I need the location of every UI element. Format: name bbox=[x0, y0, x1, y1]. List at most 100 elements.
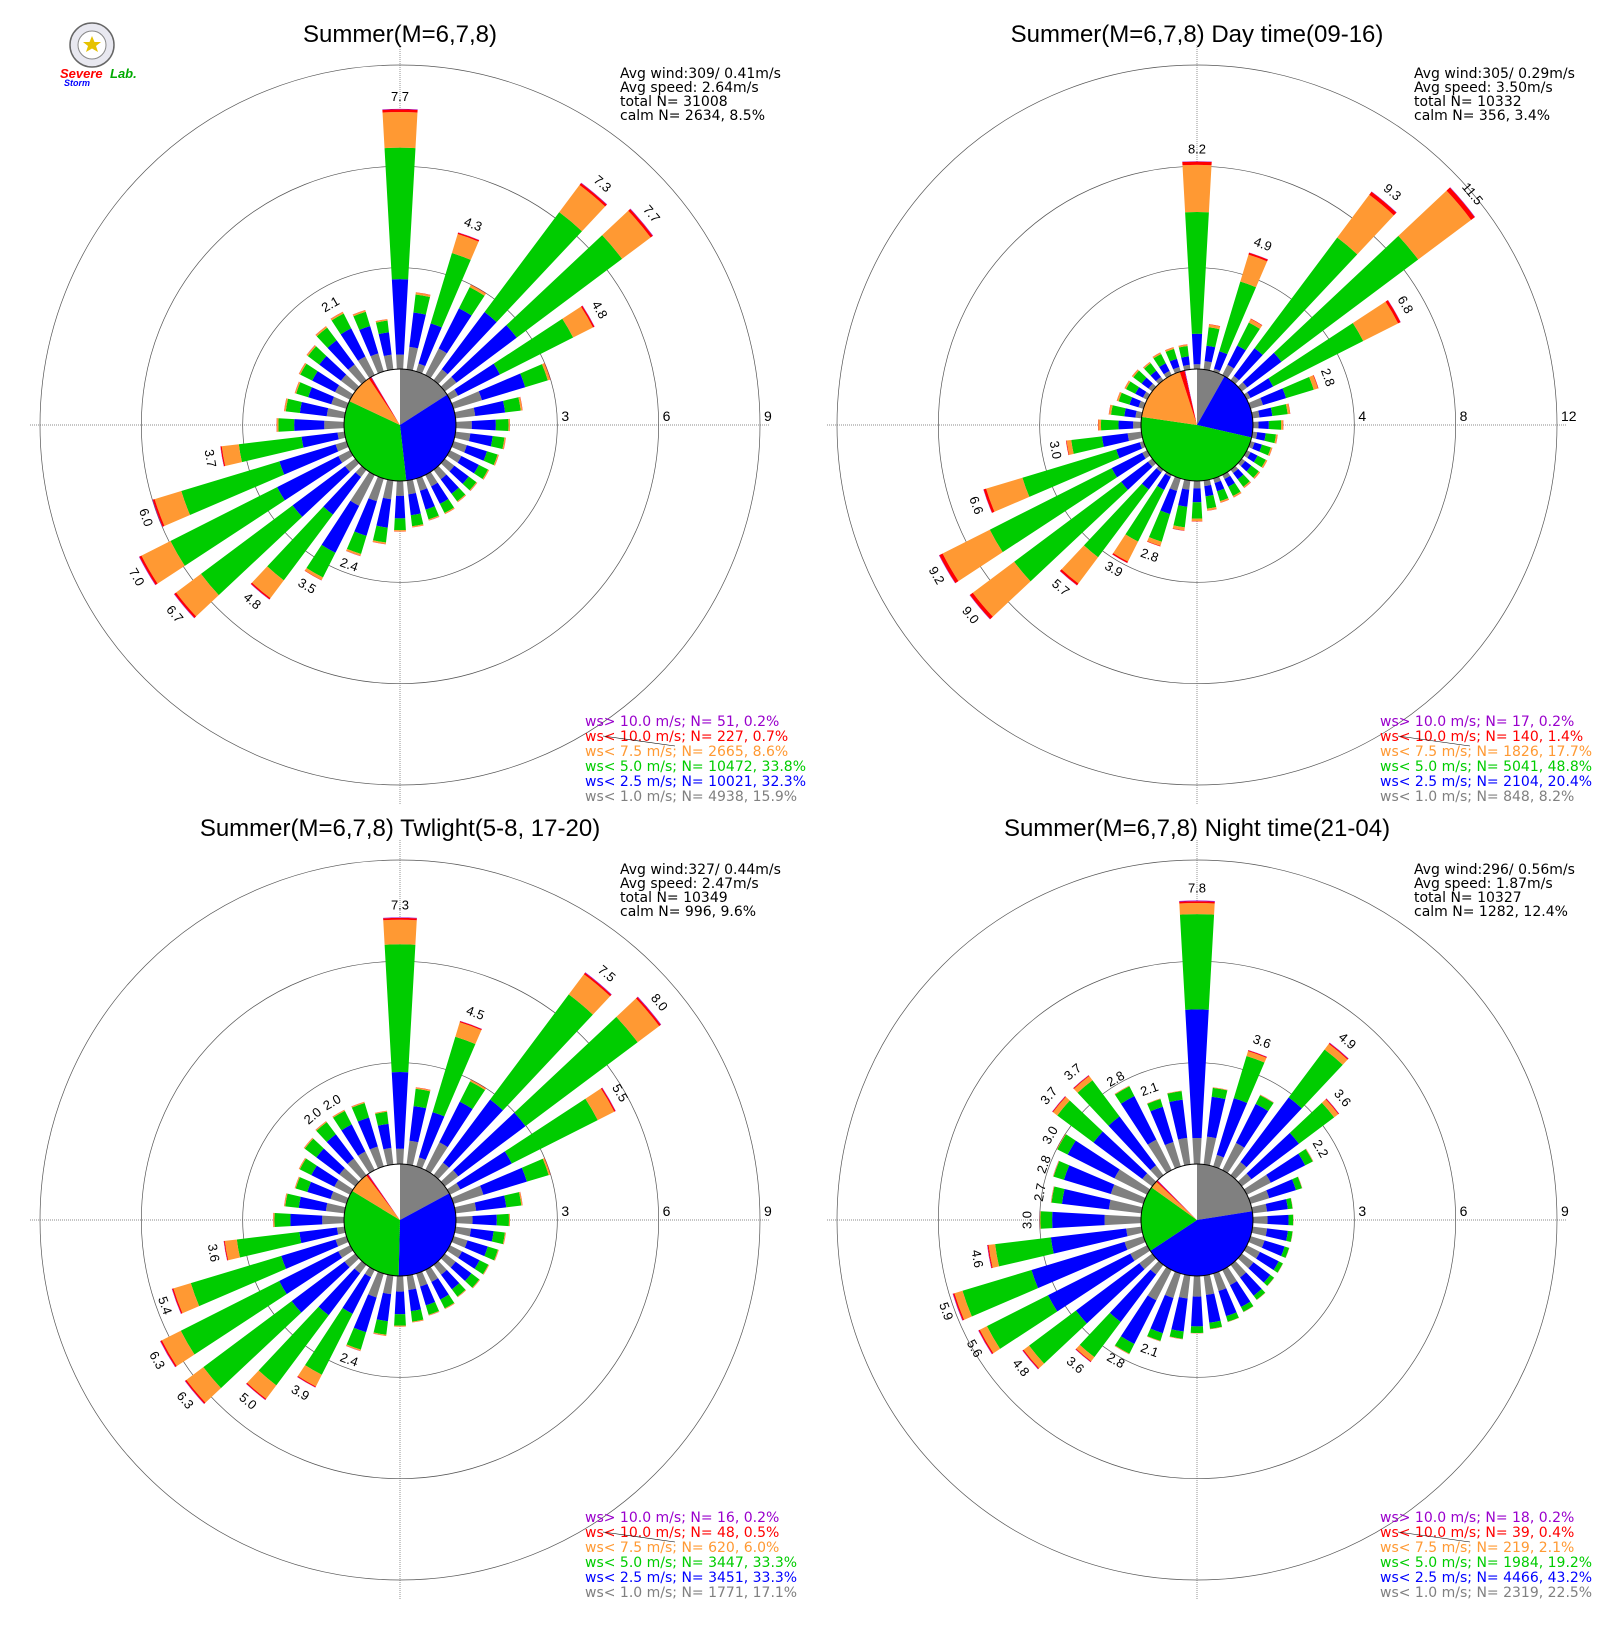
bar-350deg-green-segment bbox=[375, 320, 389, 335]
bar-220deg-blue-segment bbox=[1109, 1269, 1157, 1322]
bar-80deg-green-segment bbox=[503, 397, 521, 413]
bar-50deg-green-segment bbox=[1273, 235, 1419, 362]
bar-30deg-green-segment bbox=[459, 1081, 486, 1110]
bar-250deg-purple-segment bbox=[952, 1293, 963, 1321]
bar-280deg-green-segment bbox=[1051, 1186, 1065, 1204]
bar-170deg-orange-segment bbox=[1206, 507, 1217, 511]
bar-280deg-green-segment bbox=[1110, 405, 1126, 417]
bar-210deg-red-segment bbox=[304, 570, 322, 581]
summary-info-line: calm N= 356, 3.4% bbox=[1414, 108, 1550, 124]
bar-220deg-blue-segment bbox=[318, 1268, 361, 1316]
bar-50deg-red-segment bbox=[635, 997, 661, 1027]
legend-strike-line bbox=[602, 1531, 676, 1543]
bar-60deg-red-segment bbox=[1385, 300, 1401, 324]
bar-350deg-red-segment bbox=[374, 1110, 387, 1114]
bar-200deg-red-segment bbox=[1147, 1336, 1161, 1342]
bar-170deg-blue-segment bbox=[1204, 484, 1214, 497]
bar-110deg-orange-segment bbox=[494, 1249, 499, 1261]
bar-150deg-orange-segment bbox=[1232, 491, 1242, 498]
bar-320deg-purple-segment bbox=[1073, 1075, 1089, 1089]
bar-120deg-blue-segment bbox=[458, 1251, 480, 1269]
bar-310deg-green-segment bbox=[1057, 1100, 1103, 1143]
bar-200deg-blue-segment bbox=[353, 1294, 377, 1333]
bar-140deg-blue-segment bbox=[440, 474, 459, 494]
summary-info-line: Avg speed: 2.47m/s bbox=[620, 876, 759, 892]
bar-280deg-orange-segment bbox=[284, 1193, 288, 1207]
direction-bars bbox=[138, 108, 654, 619]
radial-tick-label: 12 bbox=[1561, 408, 1577, 424]
legend-entry: ws< 2.5 m/s; N= 4466, 43.2% bbox=[1380, 1570, 1592, 1586]
bar-0deg-green-segment bbox=[1179, 914, 1215, 1010]
bar-120deg-blue-segment bbox=[457, 456, 479, 474]
bar-150deg-red-segment bbox=[444, 508, 455, 515]
bar-230deg-gray-segment bbox=[345, 458, 360, 472]
pie-slice-blue bbox=[1150, 1211, 1254, 1277]
bar-160deg-green-segment bbox=[425, 1301, 440, 1315]
class-pie bbox=[343, 1163, 457, 1277]
bar-190deg-red-segment bbox=[1172, 528, 1185, 531]
bar-280deg-blue-segment bbox=[1061, 1188, 1111, 1210]
bar-0deg-orange-segment bbox=[1179, 903, 1215, 915]
bar-value-label: 6.3 bbox=[174, 1388, 197, 1411]
legend-entry: ws< 10.0 m/s; N= 48, 0.5% bbox=[585, 1525, 779, 1541]
bar-170deg-gray-segment bbox=[1203, 479, 1212, 487]
bar-value-label: 4.6 bbox=[969, 1248, 987, 1268]
bar-290deg-blue-segment bbox=[1129, 397, 1141, 408]
bar-90deg-green-segment bbox=[496, 1213, 509, 1227]
bar-260deg-blue-segment bbox=[301, 432, 339, 448]
bar-value-label: 2.4 bbox=[338, 554, 360, 574]
bar-0deg-purple-segment bbox=[1182, 161, 1212, 163]
bar-200deg-green-segment bbox=[1148, 510, 1171, 542]
bar-270deg-green-segment bbox=[1100, 419, 1119, 431]
logo-text-storm: Storm bbox=[64, 78, 90, 88]
bar-40deg-purple-segment bbox=[580, 182, 608, 205]
bar-80deg-orange-segment bbox=[1285, 403, 1291, 415]
bar-220deg-purple-segment bbox=[1059, 570, 1078, 586]
bar-value-label: 3.6 bbox=[1331, 1086, 1354, 1109]
bar-330deg-green-segment bbox=[1114, 1086, 1135, 1104]
bar-220deg-orange-segment bbox=[1061, 545, 1099, 584]
class-pie bbox=[1140, 1163, 1254, 1277]
bar-200deg-red-segment bbox=[1147, 541, 1161, 547]
bar-150deg-red-segment bbox=[1233, 492, 1242, 498]
bar-180deg-gray-segment bbox=[396, 1275, 404, 1292]
bar-230deg-red-segment bbox=[185, 1379, 206, 1404]
bar-170deg-orange-segment bbox=[1209, 1326, 1223, 1330]
bar-240deg-gray-segment bbox=[338, 1245, 354, 1258]
bar-30deg-gray-segment bbox=[425, 348, 447, 379]
bar-60deg-red-segment bbox=[580, 305, 595, 328]
bar-40deg-red-segment bbox=[1328, 1042, 1349, 1060]
bar-210deg-green-segment bbox=[1114, 1336, 1135, 1354]
legend-strike-line bbox=[602, 735, 676, 747]
bar-50deg-gray-segment bbox=[1237, 1173, 1252, 1187]
bar-20deg-red-segment bbox=[459, 1021, 482, 1031]
bar-100deg-gray-segment bbox=[454, 1226, 472, 1237]
legend-entry: ws> 10.0 m/s; N= 51, 0.2% bbox=[585, 714, 779, 730]
bar-130deg-blue-segment bbox=[1240, 461, 1252, 472]
bar-50deg-orange-segment bbox=[616, 998, 660, 1043]
bar-70deg-green-segment bbox=[1292, 1176, 1302, 1191]
pie-outline bbox=[343, 368, 457, 482]
bar-260deg-purple-segment bbox=[220, 446, 225, 467]
bar-90deg-orange-segment bbox=[1281, 420, 1284, 430]
bar-250deg-green-segment bbox=[181, 461, 285, 516]
bar-160deg-gray-segment bbox=[416, 476, 428, 491]
bar-100deg-orange-segment bbox=[502, 1232, 506, 1245]
bar-310deg-orange-segment bbox=[303, 1137, 314, 1149]
bar-320deg-gray-segment bbox=[1155, 376, 1164, 385]
pie-slice-purple bbox=[1157, 1180, 1197, 1220]
legend-entry: ws< 5.0 m/s; N= 10472, 33.8% bbox=[585, 759, 806, 775]
bar-260deg-green-segment bbox=[236, 1232, 302, 1258]
bar-50deg-orange-segment bbox=[602, 210, 651, 259]
bar-100deg-green-segment bbox=[490, 436, 505, 450]
bar-240deg-purple-segment bbox=[978, 1330, 993, 1355]
bar-200deg-blue-segment bbox=[1150, 1294, 1174, 1334]
bar-value-label: 5.4 bbox=[155, 1294, 175, 1316]
bar-130deg-red-segment bbox=[470, 482, 478, 492]
bar-10deg-gray-segment bbox=[1203, 361, 1212, 371]
bar-230deg-gray-segment bbox=[1139, 1253, 1157, 1270]
bar-value-label: 7.3 bbox=[391, 897, 409, 912]
bar-value-label: 6.0 bbox=[136, 506, 156, 528]
bar-50deg-red-segment bbox=[1446, 187, 1475, 220]
bar-300deg-blue-segment bbox=[1135, 387, 1147, 398]
